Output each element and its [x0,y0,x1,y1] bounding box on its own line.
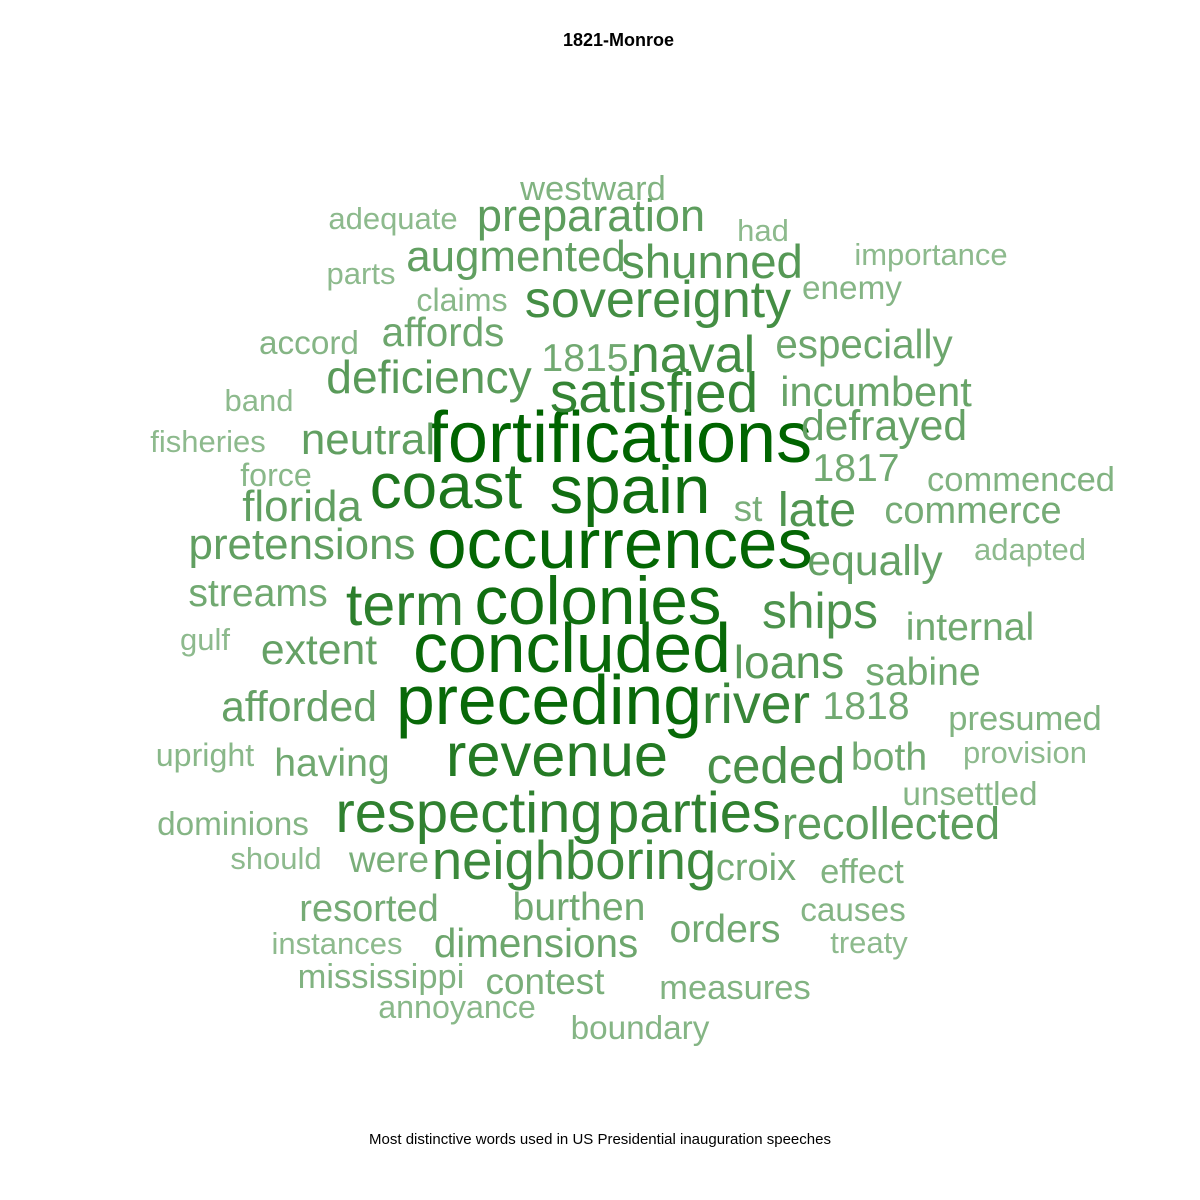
word-both: both [851,736,927,779]
word-incumbent: incumbent [780,368,972,415]
word-extent: extent [261,626,377,674]
word-internal: internal [906,606,1035,649]
word-enemy: enemy [802,270,902,307]
word-croix: croix [716,847,796,889]
word-were: were [348,839,429,880]
word-unsettled: unsettled [902,776,1037,813]
word-instances: instances [272,926,403,961]
word-orders: orders [669,908,780,951]
word-neutral: neutral [301,415,435,464]
word-pretensions: pretensions [189,520,416,569]
word-late: late [778,483,856,537]
word-st: st [734,488,763,529]
word-dominions: dominions [157,806,309,843]
word-sabine: sabine [865,651,980,694]
word-upright: upright [156,737,254,773]
word-band: band [225,383,294,418]
word-fisheries: fisheries [150,424,265,459]
word-westward: westward [519,170,666,208]
word-1817: 1817 [812,447,899,490]
word-should: should [230,841,321,876]
word-commerce: commerce [884,490,1061,532]
word-occurrences: occurrences [427,505,813,584]
word-adapted: adapted [974,532,1086,567]
word-augmented: augmented [406,232,626,281]
word-preparation: preparation [477,190,705,241]
word-causes: causes [800,892,906,929]
word-commenced: commenced [927,461,1115,499]
word-had: had [737,213,789,248]
word-having: having [274,742,389,785]
chart-caption: Most distinctive words used in US Presid… [369,1131,831,1148]
word-sovereignty: sovereignty [525,271,791,329]
word-colonies: colonies [475,564,722,639]
word-accord: accord [259,325,359,362]
word-presumed: presumed [948,700,1101,738]
word-river: river [702,673,810,735]
word-parts: parts [327,256,396,291]
word-satisfied: satisfied [550,362,758,425]
word-revenue: revenue [446,721,668,790]
word-term: term [346,571,464,638]
word-ships: ships [762,583,878,639]
word-force: force [240,457,312,493]
word-naval: naval [631,326,756,384]
word-afforded: afforded [221,683,377,731]
word-coast: coast [370,450,523,522]
word-preceding: preceding [396,661,702,739]
word-burthen: burthen [513,886,646,929]
word-loans: loans [734,636,844,688]
word-adequate: adequate [328,201,457,236]
word-1818: 1818 [822,685,909,728]
word-parties: parties [607,781,781,845]
word-spain: spain [550,453,711,528]
word-defrayed: defrayed [801,402,967,450]
word-boundary: boundary [571,1010,710,1047]
word-concluded: concluded [413,609,731,687]
word-ceded: ceded [707,737,846,794]
word-respecting: respecting [335,781,602,845]
word-mississippi: mississippi [298,958,465,996]
word-contest: contest [486,961,605,1002]
word-streams: streams [188,572,327,615]
word-resorted: resorted [299,888,438,930]
word-gulf: gulf [180,622,230,657]
word-effect: effect [820,853,904,891]
word-affords: affords [382,309,505,355]
word-deficiency: deficiency [326,351,531,403]
word-shunned: shunned [621,236,803,289]
word-treaty: treaty [830,925,908,960]
word-dimensions: dimensions [434,920,638,966]
word-1815: 1815 [541,337,628,380]
word-fortifications: fortifications [428,398,812,478]
word-provision: provision [963,735,1087,770]
word-importance: importance [854,237,1007,272]
word-neighboring: neighboring [432,830,716,891]
word-annoyance: annoyance [378,989,536,1025]
word-claims: claims [416,282,507,318]
word-recollected: recollected [782,798,1000,849]
word-especially: especially [775,321,953,367]
chart-title: 1821-Monroe [562,30,675,50]
word-measures: measures [659,969,810,1007]
word-equally: equally [807,537,943,585]
word-florida: florida [242,482,362,531]
